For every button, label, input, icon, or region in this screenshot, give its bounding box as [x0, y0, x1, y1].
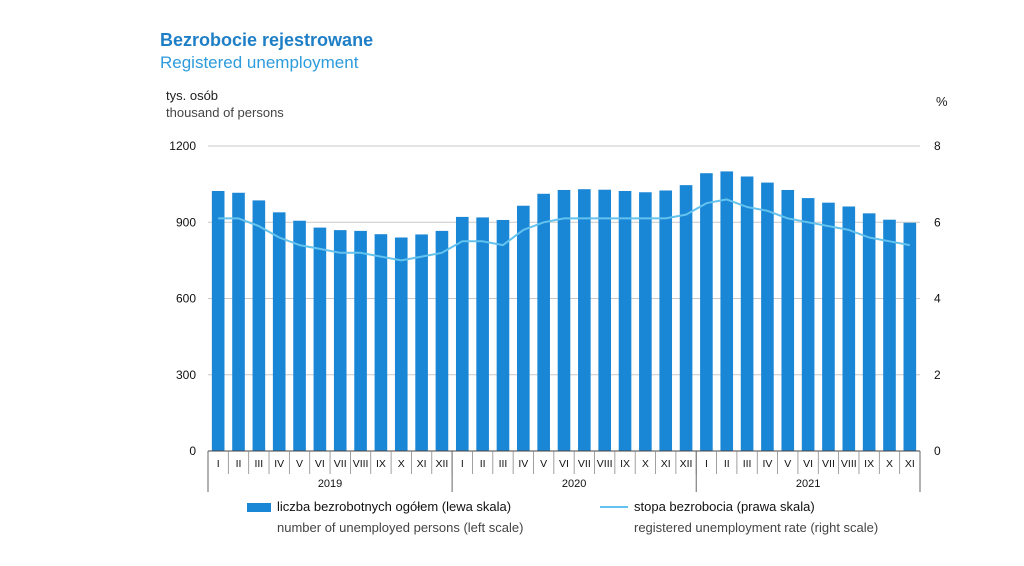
- bar: [435, 230, 449, 451]
- bar: [842, 206, 856, 451]
- right-tick-label: 4: [934, 292, 941, 306]
- month-label: X: [642, 458, 649, 470]
- year-label: 2021: [796, 478, 820, 490]
- bar: [537, 193, 550, 452]
- year-label: 2019: [318, 478, 342, 490]
- month-label: XI: [905, 458, 915, 470]
- bar: [211, 190, 225, 452]
- month-label: XII: [436, 458, 449, 470]
- bar: [862, 213, 876, 451]
- month-label: I: [217, 458, 220, 470]
- bar: [883, 219, 896, 451]
- legend-line-label-pl: stopa bezrobocia (prawa skala): [634, 499, 815, 514]
- month-label: VIII: [597, 458, 613, 470]
- legend-bar-swatch: [247, 503, 271, 512]
- month-label: VII: [578, 458, 591, 470]
- right-tick-label: 6: [934, 215, 941, 229]
- chart-title-en: Registered unemployment: [160, 53, 359, 72]
- left-tick-label: 600: [176, 292, 196, 306]
- bar: [496, 219, 510, 451]
- month-label: V: [296, 458, 303, 470]
- left-tick-label: 900: [176, 215, 196, 229]
- bar: [415, 234, 428, 451]
- month-label: V: [784, 458, 791, 470]
- bar: [252, 200, 266, 451]
- left-tick-label: 300: [176, 368, 196, 382]
- bar: [476, 217, 489, 451]
- month-label: III: [254, 458, 263, 470]
- bar: [781, 189, 795, 452]
- year-label: 2020: [562, 478, 586, 490]
- left-tick-label: 1200: [169, 139, 196, 153]
- bar: [557, 189, 571, 452]
- month-label: IX: [376, 458, 386, 470]
- bar: [761, 182, 774, 451]
- bar: [455, 216, 469, 451]
- month-label: VIII: [841, 458, 857, 470]
- left-axis-unit-en: thousand of persons: [166, 105, 284, 120]
- bar: [618, 190, 632, 452]
- month-label: III: [499, 458, 508, 470]
- bar: [639, 192, 652, 451]
- month-label: XI: [661, 458, 671, 470]
- bar: [374, 234, 388, 451]
- month-label: VI: [559, 458, 569, 470]
- bar: [700, 173, 713, 451]
- legend-bar-label-en: number of unemployed persons (left scale…: [277, 520, 524, 535]
- right-tick-label: 0: [934, 444, 941, 458]
- month-label: IX: [864, 458, 874, 470]
- legend-bar-label-pl: liczba bezrobotnych ogółem (lewa skala): [277, 499, 512, 514]
- bar: [720, 171, 734, 451]
- bar: [659, 190, 673, 451]
- month-label: II: [724, 458, 730, 470]
- month-label: IV: [762, 458, 772, 470]
- bar: [293, 220, 306, 451]
- month-label: X: [886, 458, 893, 470]
- left-axis-unit-pl: tys. osób: [166, 88, 219, 103]
- right-tick-label: 8: [934, 139, 941, 153]
- bar: [598, 189, 611, 451]
- right-tick-label: 2: [934, 368, 941, 382]
- month-label: III: [743, 458, 752, 470]
- chart-title-pl: Bezrobocie rejestrowane: [160, 30, 374, 50]
- month-label: IX: [620, 458, 630, 470]
- bar: [313, 227, 327, 451]
- left-tick-label: 0: [189, 444, 196, 458]
- month-label: VI: [803, 458, 813, 470]
- bar: [232, 192, 245, 451]
- month-label: VIII: [353, 458, 369, 470]
- month-label: I: [705, 458, 708, 470]
- month-label: VII: [822, 458, 835, 470]
- month-label: VI: [315, 458, 325, 470]
- bar: [578, 189, 591, 452]
- month-label: II: [236, 458, 242, 470]
- month-label: I: [461, 458, 464, 470]
- legend-line-label-en: registered unemployment rate (right scal…: [634, 520, 879, 535]
- month-label: IV: [518, 458, 528, 470]
- month-label: II: [480, 458, 486, 470]
- month-label: X: [398, 458, 405, 470]
- bar: [394, 237, 408, 451]
- bar: [740, 176, 754, 451]
- month-label: V: [540, 458, 547, 470]
- unemployment-rate-line: [218, 198, 910, 262]
- month-label: VII: [334, 458, 347, 470]
- bar: [801, 198, 815, 451]
- bar: [354, 230, 367, 451]
- bar: [822, 202, 835, 451]
- right-axis-unit: %: [936, 94, 948, 109]
- bar: [903, 222, 917, 451]
- bar: [333, 230, 347, 451]
- bar: [517, 205, 530, 451]
- month-label: XII: [680, 458, 693, 470]
- bar: [272, 212, 286, 451]
- month-label: XI: [417, 458, 427, 470]
- bar: [679, 185, 693, 451]
- legend-line-swatch: [600, 506, 628, 508]
- month-label: IV: [274, 458, 284, 470]
